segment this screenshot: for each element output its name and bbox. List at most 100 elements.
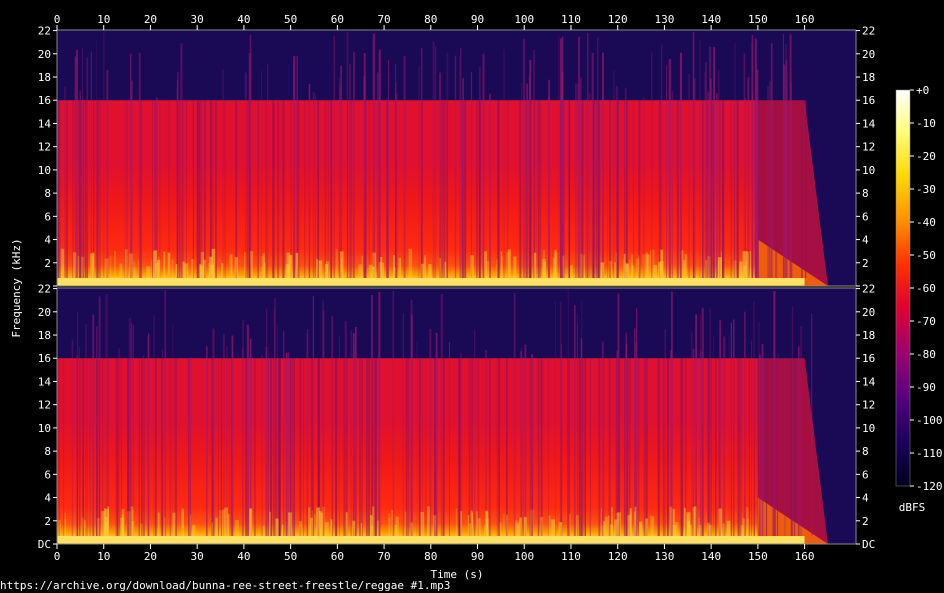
y-tick-label-right: 22	[862, 25, 875, 38]
y-tick-label: 6	[44, 210, 51, 223]
x-axis-label: Time (s)	[431, 568, 484, 581]
colorbar-tick-label: -90	[916, 381, 936, 394]
x-tick-label-top: 10	[97, 13, 110, 26]
x-tick-label-top: 150	[748, 13, 768, 26]
y-tick-label: 6	[44, 468, 51, 481]
x-tick-label: 100	[514, 550, 534, 563]
y-tick-label-right: 8	[862, 445, 869, 458]
y-tick-label-right: 14	[862, 117, 876, 130]
y-tick-label: 22	[38, 283, 51, 296]
x-tick-label-top: 20	[144, 13, 157, 26]
y-tick-label: 8	[44, 187, 51, 200]
x-tick-label-top: 80	[424, 13, 437, 26]
colorbar-tick-label: +0	[916, 84, 929, 97]
x-tick-label-top: 130	[654, 13, 674, 26]
y-tick-label-right: 12	[862, 141, 875, 154]
y-tick-label-right: 16	[862, 94, 875, 107]
channel-1-spectrogram	[56, 29, 857, 287]
y-tick-label-right: 4	[862, 234, 869, 247]
x-tick-label: 160	[795, 550, 815, 563]
x-tick-label-top: 70	[377, 13, 390, 26]
y-tick-label-right: 4	[862, 492, 869, 505]
x-tick-label-top: 140	[701, 13, 721, 26]
x-tick-label: 110	[561, 550, 581, 563]
x-tick-label-top: 30	[191, 13, 204, 26]
x-tick-label: 70	[377, 550, 390, 563]
x-tick-label-top: 40	[237, 13, 250, 26]
y-tick-label: 2	[44, 515, 51, 528]
y-tick-label: 4	[44, 492, 51, 505]
x-tick-label: 80	[424, 550, 437, 563]
y-tick-label-right: 12	[862, 399, 875, 412]
x-tick-label-top: 160	[795, 13, 815, 26]
colorbar-tick-label: -50	[916, 249, 936, 262]
x-tick-label: 130	[654, 550, 674, 563]
y-tick-label-right: 2	[862, 515, 869, 528]
colorbar-tick-label: -30	[916, 183, 936, 196]
bass-strip	[57, 278, 805, 286]
y-tick-label-right: 18	[862, 329, 875, 342]
colorbar-tick-label: -20	[916, 150, 936, 163]
y-axis-label: Frequency (kHz)	[10, 238, 23, 337]
y-tick-label-right: 10	[862, 422, 875, 435]
x-tick-label-top: 0	[54, 13, 61, 26]
panel-frame	[56, 287, 857, 545]
x-tick-label-top: 90	[471, 13, 484, 26]
y-tick-label: 20	[38, 306, 51, 319]
colorbar-tick-label: -10	[916, 117, 936, 130]
y-tick-label: 8	[44, 445, 51, 458]
y-tick-label: 16	[38, 352, 51, 365]
y-tick-label: 10	[38, 164, 51, 177]
x-tick-label: 60	[331, 550, 344, 563]
y-tick-label-right: 20	[862, 48, 875, 61]
y-tick-label: 12	[38, 141, 51, 154]
x-tick-label: 120	[608, 550, 628, 563]
x-tick-label-top: 120	[608, 13, 628, 26]
y-tick-label-right: 6	[862, 468, 869, 481]
panel-frame	[56, 29, 857, 287]
bass-strip	[57, 536, 805, 544]
colorbar-tick-label: -110	[916, 447, 943, 460]
y-tick-label-right: 20	[862, 306, 875, 319]
colorbar-label: dBFS	[899, 501, 926, 514]
x-tick-label-top: 110	[561, 13, 581, 26]
y-tick-label: 18	[38, 329, 51, 342]
x-tick-label-top: 50	[284, 13, 297, 26]
y-tick-label: 2	[44, 257, 51, 270]
y-tick-label: 10	[38, 422, 51, 435]
y-tick-label-right: 6	[862, 210, 869, 223]
y-tick-label-right: 14	[862, 375, 876, 388]
y-tick-label: 14	[38, 117, 52, 130]
y-tick-label: 20	[38, 48, 51, 61]
x-tick-label: 0	[54, 550, 61, 563]
y-tick-label: 4	[44, 234, 51, 247]
y-tick-label: 18	[38, 71, 51, 84]
colorbar-tick-label: -70	[916, 315, 936, 328]
colorbar-tick-label: -120	[916, 480, 943, 493]
x-tick-label-top: 60	[331, 13, 344, 26]
x-tick-label: 50	[284, 550, 297, 563]
y-tick-label: 14	[38, 375, 52, 388]
energy-band	[57, 358, 758, 544]
colorbar-gradient	[895, 89, 911, 487]
x-tick-label-top: 100	[514, 13, 534, 26]
y-tick-label: 22	[38, 25, 51, 38]
y-tick-label-right: DC	[862, 538, 875, 551]
y-tick-label-right: 22	[862, 283, 875, 296]
fade-out-low	[757, 239, 828, 286]
x-tick-label: 140	[701, 550, 721, 563]
transient-streaks	[57, 31, 807, 279]
channel-2-spectrogram	[56, 287, 857, 545]
fade-out-tail	[757, 100, 828, 287]
y-tick-label-right: 18	[862, 71, 875, 84]
x-tick-label: 150	[748, 550, 768, 563]
energy-band	[57, 100, 758, 287]
colorbar-tick-label: -100	[916, 414, 943, 427]
colorbar-tick-label: -80	[916, 348, 936, 361]
x-tick-label: 30	[191, 550, 204, 563]
y-tick-label-right: 2	[862, 257, 869, 270]
y-tick-label-right: 10	[862, 164, 875, 177]
y-tick-label-right: 8	[862, 187, 869, 200]
colorbar-tick-label: -40	[916, 216, 936, 229]
